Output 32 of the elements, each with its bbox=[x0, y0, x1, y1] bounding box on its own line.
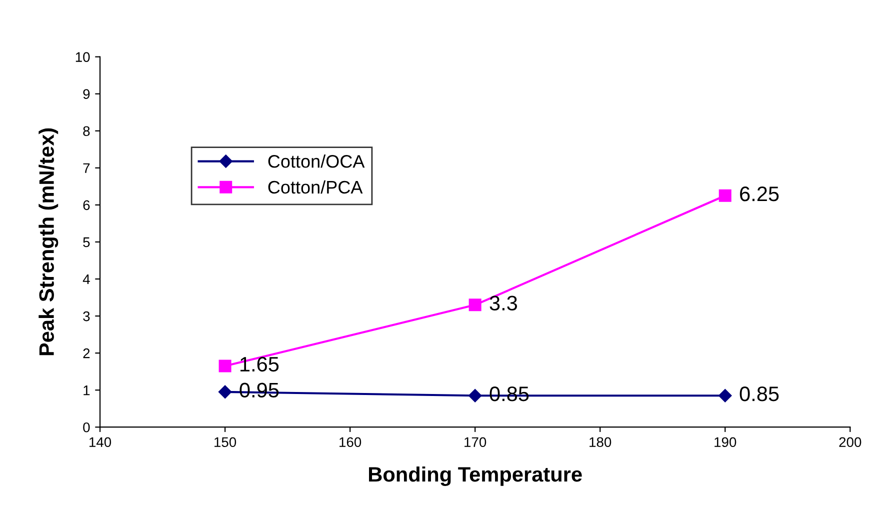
data-label: 6.25 bbox=[740, 186, 779, 202]
x-tick-label: 140 bbox=[89, 437, 112, 448]
x-tick-label: 150 bbox=[214, 437, 236, 448]
y-tick-label: 6 bbox=[83, 200, 90, 210]
point bbox=[218, 385, 232, 399]
point bbox=[718, 389, 732, 402]
point bbox=[468, 298, 482, 312]
x-axis-title: Bonding Temperature bbox=[369, 466, 582, 486]
y-tick-label: 8 bbox=[83, 126, 90, 136]
y-tick-label: 2 bbox=[83, 348, 90, 358]
y-tick-label: 1 bbox=[84, 386, 90, 396]
point bbox=[468, 389, 482, 402]
x-tick-label: 200 bbox=[839, 437, 862, 448]
y-tick-label: 0 bbox=[83, 422, 90, 432]
y-tick-label: 3 bbox=[83, 311, 90, 322]
legend-label: Cotton/OCA bbox=[268, 154, 365, 168]
point bbox=[218, 360, 232, 372]
point bbox=[718, 189, 732, 202]
legend-label: Cotton/PCA bbox=[268, 180, 363, 194]
y-axis-title: Peak Strength (mN/tex) bbox=[38, 128, 58, 356]
y-tick-label: 7 bbox=[83, 163, 90, 173]
data-label: 3.3 bbox=[490, 296, 518, 311]
data-label: 0.85 bbox=[740, 386, 779, 402]
y-tick-label: 4 bbox=[82, 274, 90, 284]
y-tick-label: 10 bbox=[76, 52, 90, 62]
x-tick-label: 180 bbox=[590, 437, 612, 448]
x-tick-label: 190 bbox=[714, 437, 736, 448]
x-tick-label: 160 bbox=[340, 437, 362, 448]
y-tick-label: 9 bbox=[83, 89, 90, 100]
x-tick-label: 170 bbox=[464, 437, 486, 448]
data-label: 1.65 bbox=[240, 356, 279, 372]
y-tick-label: 5 bbox=[83, 237, 90, 248]
